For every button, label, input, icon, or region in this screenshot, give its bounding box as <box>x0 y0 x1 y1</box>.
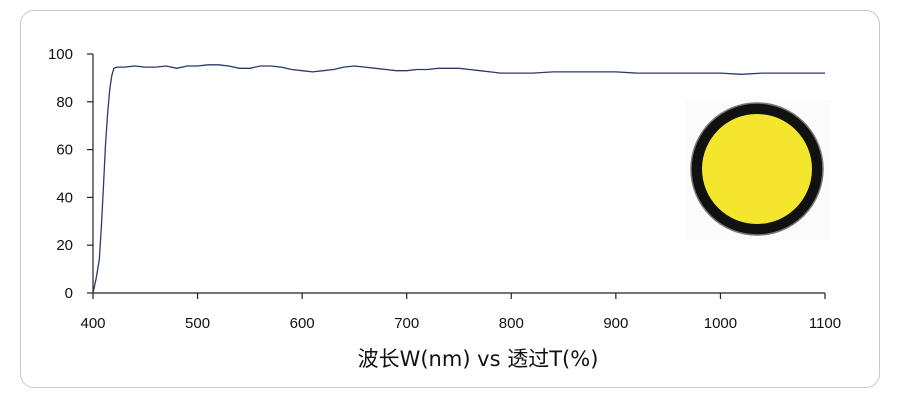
filter-inset <box>685 100 831 240</box>
x-tick-label: 900 <box>603 315 628 332</box>
x-ticks: 400 500 600 700 800 900 1000 1100 <box>80 293 841 332</box>
filter-yellow-disk <box>702 114 812 224</box>
x-tick-label: 500 <box>185 315 210 332</box>
y-tick-label: 60 <box>56 142 73 159</box>
y-tick-label: 40 <box>56 189 73 206</box>
x-tick-label: 700 <box>394 315 419 332</box>
x-tick-label: 400 <box>80 315 105 332</box>
y-tick-label: 100 <box>48 46 73 63</box>
y-ticks: 0 20 40 60 80 100 <box>48 46 93 302</box>
x-tick-label: 600 <box>290 315 315 332</box>
y-tick-label: 0 <box>65 285 73 302</box>
y-tick-label: 80 <box>56 94 73 111</box>
x-axis-label: 波长W(nm) vs 透过T(%) <box>358 347 599 371</box>
x-tick-label: 1000 <box>704 315 737 332</box>
x-tick-label: 1100 <box>809 315 841 332</box>
y-tick-label: 20 <box>56 237 73 254</box>
transmission-line <box>92 64 825 294</box>
x-tick-label: 800 <box>499 315 524 332</box>
axes <box>92 54 825 294</box>
